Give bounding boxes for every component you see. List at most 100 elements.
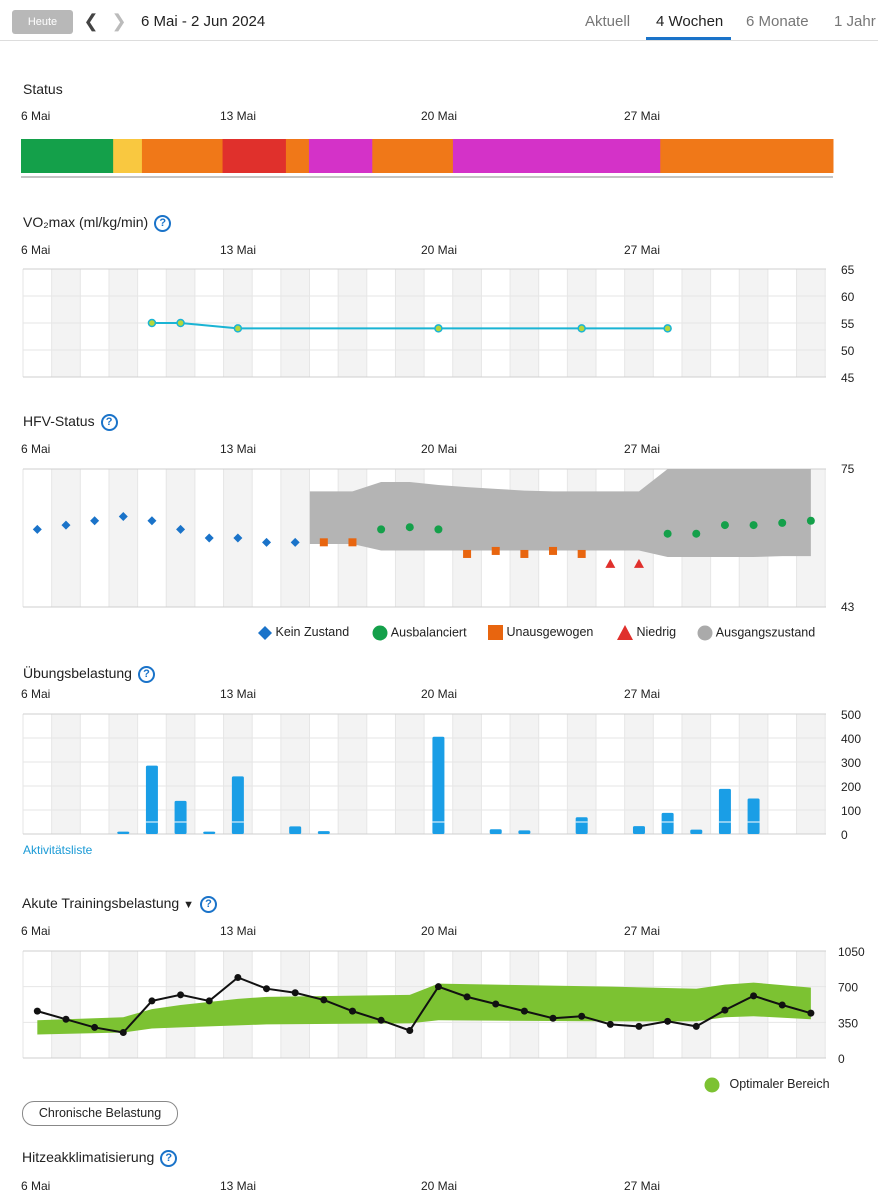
load-bar bbox=[117, 831, 130, 834]
acute-load-point bbox=[692, 1022, 700, 1030]
chevron-left-icon[interactable]: ❮ bbox=[83, 11, 99, 31]
y-tick-label: 200 bbox=[841, 780, 861, 794]
hrv-point-square bbox=[463, 549, 472, 558]
tab-1-jahr[interactable]: 1 Jahr bbox=[834, 13, 876, 30]
tab-6-monate[interactable]: 6 Monate bbox=[746, 13, 809, 30]
status-segment bbox=[222, 139, 287, 173]
grid-stripe bbox=[567, 714, 596, 834]
diamond-icon bbox=[258, 625, 272, 640]
hrv-point-square bbox=[319, 538, 328, 547]
vo2max-title-text: VO₂max (ml/kg/min) bbox=[23, 214, 149, 230]
hrv-point-square bbox=[491, 546, 500, 555]
load-bar bbox=[203, 831, 216, 834]
acute-load-point bbox=[664, 1017, 672, 1025]
acute-load-point bbox=[492, 1000, 500, 1008]
vo2max-title: VO₂max (ml/kg/min)? bbox=[23, 214, 172, 232]
date-label: 13 Mai bbox=[220, 924, 256, 938]
grid-stripe bbox=[624, 714, 654, 834]
vo2max-point bbox=[147, 318, 157, 328]
load-bar bbox=[289, 826, 302, 834]
status-segment bbox=[660, 139, 834, 173]
load-bar bbox=[432, 736, 445, 834]
status-segment bbox=[141, 139, 224, 173]
legend-label: Ausbalanciert bbox=[390, 625, 467, 640]
hrv-point-diamond bbox=[90, 516, 100, 526]
vo2max-point bbox=[434, 324, 443, 333]
hrv-point-square bbox=[549, 546, 558, 555]
hrv-point-diamond bbox=[32, 524, 42, 534]
y-tick-label: 1050 bbox=[838, 945, 865, 959]
legend-label: Kein Zustand bbox=[275, 625, 350, 639]
date-label: 20 Mai bbox=[421, 1179, 457, 1193]
acute-load-point bbox=[177, 991, 185, 999]
y-tick-label: 500 bbox=[841, 708, 861, 722]
acute-load-point bbox=[320, 996, 328, 1004]
load-bar bbox=[174, 800, 187, 834]
today-button[interactable]: Heute bbox=[12, 10, 73, 34]
date-label: 27 Mai bbox=[624, 442, 660, 456]
toolbar bbox=[0, 0, 878, 41]
grid-stripe bbox=[395, 714, 425, 834]
vo2max-point bbox=[577, 324, 586, 333]
load-title: Übungsbelastung? bbox=[23, 665, 155, 683]
acute-load-point bbox=[377, 1016, 385, 1024]
date-label: 6 Mai bbox=[21, 243, 50, 257]
grid-stripe bbox=[108, 469, 138, 607]
heat-title-text: Hitzeakklimatisierung bbox=[22, 1149, 155, 1165]
legend-label: Niedrig bbox=[636, 625, 677, 639]
circle-icon bbox=[704, 1077, 720, 1093]
acute-load-point bbox=[148, 997, 156, 1005]
date-label: 6 Mai bbox=[21, 687, 50, 701]
acute-title[interactable]: Akute Trainingsbelastung ▼? bbox=[22, 895, 217, 913]
date-label: 20 Mai bbox=[421, 924, 457, 938]
chronic-load-button[interactable]: Chronische Belastung bbox=[22, 1101, 178, 1126]
y-tick-label: 0 bbox=[841, 828, 848, 842]
acute-load-point bbox=[33, 1007, 41, 1015]
acute-load-point bbox=[234, 973, 242, 981]
grid-stripe bbox=[452, 714, 482, 834]
load-title-text: Übungsbelastung bbox=[23, 665, 132, 681]
help-icon[interactable]: ? bbox=[200, 895, 217, 913]
load-bar bbox=[661, 812, 674, 834]
hrv-point-circle bbox=[806, 516, 815, 525]
help-icon[interactable]: ? bbox=[100, 413, 118, 431]
date-label: 27 Mai bbox=[624, 109, 660, 123]
acute-load-point bbox=[434, 983, 442, 991]
help-icon[interactable]: ? bbox=[160, 1149, 178, 1167]
help-icon[interactable]: ? bbox=[154, 214, 172, 232]
status-segment bbox=[285, 139, 310, 173]
hrv-point-circle bbox=[434, 525, 443, 534]
tab-aktuell[interactable]: Aktuell bbox=[585, 13, 631, 30]
date-label: 20 Mai bbox=[421, 243, 457, 257]
caret-down-icon[interactable]: ▼ bbox=[183, 899, 194, 911]
hrv-point-square bbox=[577, 549, 586, 558]
grid-stripe bbox=[166, 469, 195, 607]
acute-load-point bbox=[463, 993, 471, 1001]
legend-niedrig: Niedrig bbox=[617, 625, 677, 641]
y-tick-label: 350 bbox=[838, 1016, 858, 1030]
legend-label: Optimaler Bereich bbox=[729, 1077, 830, 1092]
load-bar bbox=[231, 776, 244, 834]
tab-4-wochen[interactable]: 4 Wochen bbox=[656, 13, 724, 30]
chevron-right-icon[interactable]: ❯ bbox=[111, 11, 127, 31]
date-label: 13 Mai bbox=[220, 442, 256, 456]
hrv-point-diamond bbox=[61, 520, 71, 530]
vo2max-point bbox=[233, 324, 243, 333]
grid-stripe bbox=[280, 714, 310, 834]
grid-stripe bbox=[108, 714, 138, 834]
load-bar bbox=[690, 829, 703, 834]
acute-load-point bbox=[291, 989, 299, 997]
grid-stripe bbox=[510, 714, 539, 834]
date-label: 20 Mai bbox=[421, 442, 457, 456]
help-icon[interactable]: ? bbox=[137, 665, 155, 683]
date-label: 20 Mai bbox=[421, 687, 457, 701]
date-label: 13 Mai bbox=[220, 1179, 256, 1193]
acute-load-point bbox=[750, 992, 758, 1000]
activity-list-link[interactable]: Aktivitätsliste bbox=[23, 843, 93, 857]
acute-load-point bbox=[263, 985, 271, 993]
hrv-point-triangle bbox=[633, 558, 644, 568]
status-segment bbox=[452, 139, 661, 173]
acute-load-point bbox=[91, 1023, 99, 1031]
status-segment bbox=[308, 139, 373, 173]
hrv-point-circle bbox=[663, 529, 672, 538]
